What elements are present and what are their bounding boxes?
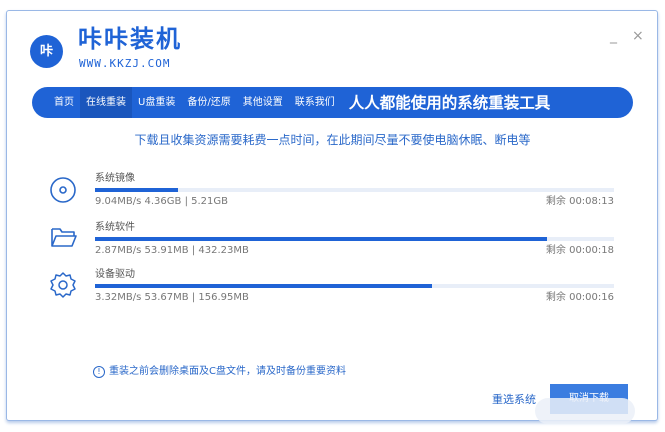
time-remaining: 剩余 00:00:18 (545, 245, 614, 256)
progress-fill (95, 237, 547, 241)
gear-icon (50, 272, 76, 298)
slogan: 人人都能使用的系统重装工具 (348, 93, 551, 112)
transfer-info: 9.04MB/s 4.36GB | 5.21GB (95, 196, 228, 207)
item-name: 设备驱动 (95, 269, 135, 280)
item-name: 系统镜像 (95, 173, 135, 184)
installer-window (6, 10, 658, 421)
brand-url: WWW.KKZJ.COM (79, 57, 171, 70)
nav-bar: 首页 在线重装 U盘重装 备份/还原 其他设置 联系我们 人人都能使用的系统重装… (32, 87, 633, 118)
transfer-info: 3.32MB/s 53.67MB | 156.95MB (95, 292, 249, 303)
close-button[interactable]: × (632, 28, 644, 44)
info-icon: ! (93, 366, 105, 378)
progress-bar (95, 237, 614, 241)
nav-backup-restore[interactable]: 备份/还原 (187, 97, 231, 108)
warning-text: 重装之前会删除桌面及C盘文件，请及时备份重要资料 (109, 366, 346, 377)
disc-icon (50, 177, 76, 203)
download-row-device-drivers: 设备驱动 3.32MB/s 53.67MB | 156.95MB 剩余 00:00… (95, 269, 614, 304)
logo-icon: 咔 (30, 35, 63, 68)
progress-fill (95, 188, 179, 192)
item-name: 系统软件 (95, 222, 135, 233)
folder-icon (51, 228, 77, 247)
nav-home[interactable]: 首页 (54, 97, 74, 108)
progress-fill (95, 284, 433, 288)
time-remaining: 剩余 00:00:16 (545, 292, 614, 303)
reselect-system-link[interactable]: 重选系统 (492, 393, 536, 406)
nav-online-reinstall[interactable]: 在线重装 (80, 87, 132, 118)
nav-other-settings[interactable]: 其他设置 (242, 97, 283, 108)
download-row-system-software: 系统软件 2.87MB/s 53.91MB | 432.23MB 剩余 00:00… (95, 222, 614, 257)
time-remaining: 剩余 00:08:13 (545, 196, 614, 207)
minimize-button[interactable]: _ (610, 28, 617, 44)
transfer-info: 2.87MB/s 53.91MB | 432.23MB (95, 245, 249, 256)
nav-contact[interactable]: 联系我们 (294, 97, 335, 108)
nav-usb-reinstall[interactable]: U盘重装 (138, 97, 176, 108)
blur-overlay (535, 398, 635, 424)
brand-name: 咔咔装机 (78, 25, 182, 53)
notice-text: 下载且收集资源需要耗费一点时间，在此期间尽量不要使电脑休眠、断电等 (134, 133, 531, 147)
download-row-system-image: 系统镜像 9.04MB/s 4.36GB | 5.21GB 剩余 00:08:13 (95, 173, 614, 208)
progress-bar (95, 188, 614, 192)
progress-bar (95, 284, 614, 288)
warning-notice: ! 重装之前会删除桌面及C盘文件，请及时备份重要资料 (93, 366, 346, 378)
